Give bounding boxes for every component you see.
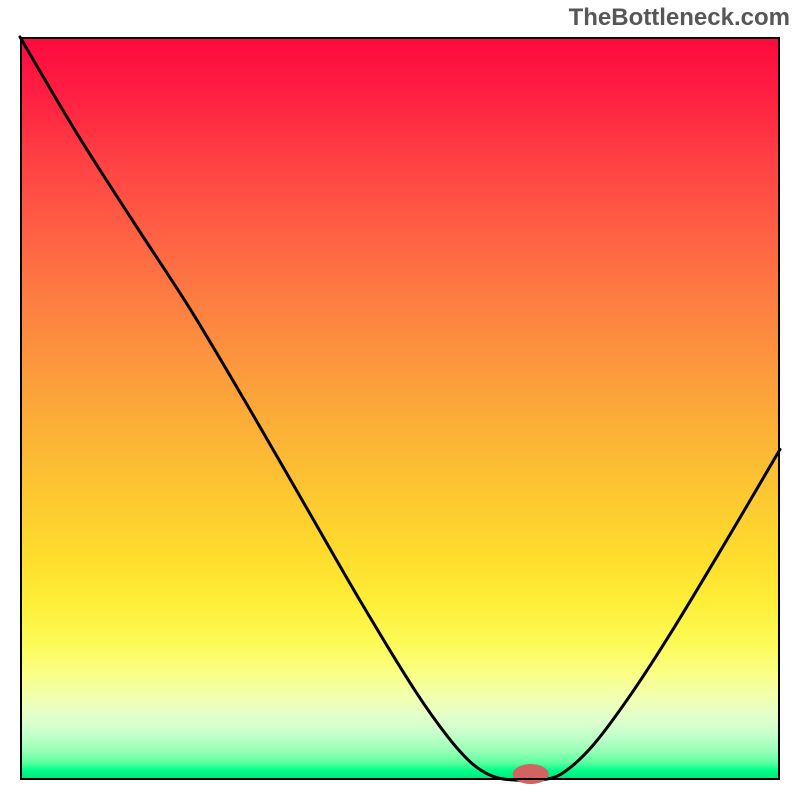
optimum-marker bbox=[513, 764, 549, 784]
bottleneck-chart bbox=[0, 0, 800, 800]
chart-container: TheBottleneck.com bbox=[0, 0, 800, 800]
watermark-text: TheBottleneck.com bbox=[569, 4, 790, 32]
